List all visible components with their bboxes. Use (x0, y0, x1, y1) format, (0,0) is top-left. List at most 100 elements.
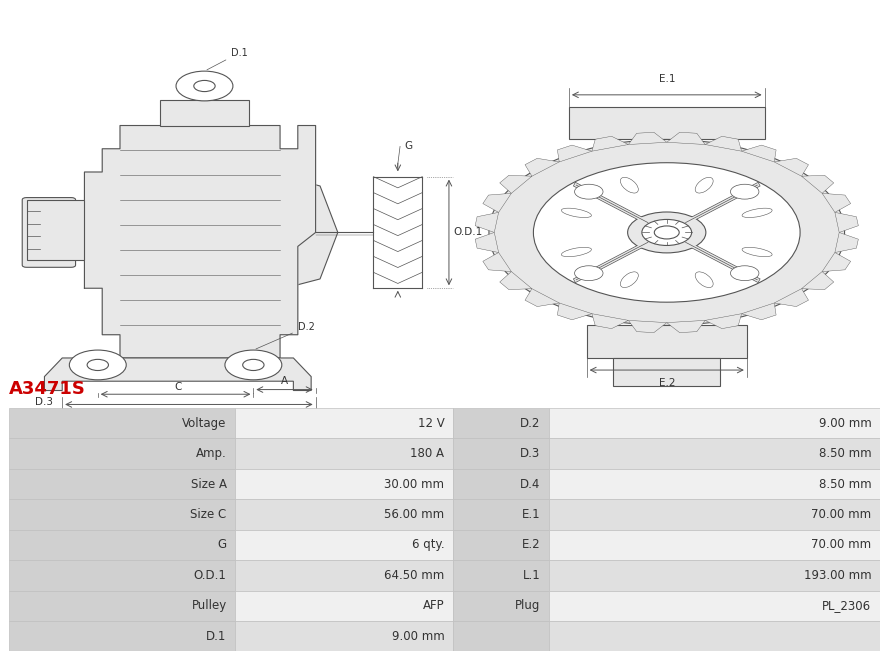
Text: 12 V: 12 V (418, 417, 444, 430)
Text: D.2: D.2 (520, 417, 541, 430)
Text: E.2: E.2 (659, 378, 675, 388)
Bar (9, 591, 236, 621)
Text: G: G (218, 538, 227, 551)
Bar (549, 621, 880, 651)
Bar (236, 530, 453, 560)
Polygon shape (525, 159, 559, 176)
Polygon shape (802, 272, 834, 290)
Text: Plug: Plug (515, 599, 541, 613)
Polygon shape (835, 213, 859, 232)
Bar (236, 499, 453, 530)
Text: 30.00 mm: 30.00 mm (385, 478, 444, 491)
Text: 9.00 mm: 9.00 mm (819, 417, 871, 430)
Circle shape (642, 219, 692, 245)
Polygon shape (705, 136, 741, 151)
Polygon shape (475, 232, 499, 253)
Text: 70.00 mm: 70.00 mm (812, 538, 871, 551)
Circle shape (87, 359, 108, 370)
Bar (9, 468, 236, 499)
Bar (549, 499, 880, 530)
Bar (453, 408, 549, 438)
Polygon shape (822, 253, 851, 272)
Text: E.1: E.1 (522, 508, 541, 521)
Circle shape (69, 350, 126, 380)
Polygon shape (525, 289, 559, 307)
Text: 56.00 mm: 56.00 mm (384, 508, 444, 521)
Circle shape (654, 226, 679, 239)
Polygon shape (774, 289, 808, 307)
Polygon shape (741, 303, 776, 320)
Circle shape (489, 139, 845, 326)
Text: A: A (281, 376, 288, 386)
Text: A3471S: A3471S (9, 380, 85, 398)
Bar (9, 438, 236, 468)
Text: D.3: D.3 (36, 397, 53, 407)
Polygon shape (667, 132, 705, 145)
Text: E.2: E.2 (522, 538, 541, 551)
Polygon shape (802, 175, 834, 193)
Ellipse shape (561, 208, 591, 218)
Text: 8.50 mm: 8.50 mm (819, 478, 871, 491)
Text: G: G (404, 141, 412, 151)
Bar (453, 468, 549, 499)
Polygon shape (705, 314, 741, 328)
Polygon shape (822, 193, 851, 213)
Polygon shape (44, 358, 311, 390)
Text: L.1: L.1 (179, 411, 195, 421)
Circle shape (243, 359, 264, 370)
Text: C: C (174, 382, 181, 392)
Text: AFP: AFP (423, 599, 444, 613)
Text: 8.50 mm: 8.50 mm (819, 447, 871, 460)
Ellipse shape (621, 178, 638, 193)
Bar (549, 408, 880, 438)
Polygon shape (774, 159, 808, 176)
Bar (9, 621, 236, 651)
Bar (9, 408, 236, 438)
Bar (9, 530, 236, 560)
Circle shape (731, 184, 759, 199)
Text: 6 qty.: 6 qty. (412, 538, 444, 551)
Text: D.4: D.4 (520, 478, 541, 491)
Polygon shape (667, 320, 705, 333)
Text: L.1: L.1 (523, 569, 541, 582)
Bar (453, 438, 549, 468)
Bar (453, 530, 549, 560)
Text: 193.00 mm: 193.00 mm (804, 569, 871, 582)
Text: D.1: D.1 (207, 48, 248, 70)
Bar (9, 499, 236, 530)
Text: 9.00 mm: 9.00 mm (392, 630, 444, 643)
Text: D.1: D.1 (206, 630, 227, 643)
Circle shape (533, 163, 800, 302)
Bar (587, 326, 747, 358)
Circle shape (628, 212, 706, 253)
Text: 180 A: 180 A (411, 447, 444, 460)
Polygon shape (835, 232, 859, 253)
Polygon shape (629, 320, 667, 333)
Circle shape (731, 266, 759, 281)
Text: Size C: Size C (190, 508, 227, 521)
Circle shape (574, 266, 603, 281)
Text: D.2: D.2 (256, 322, 315, 349)
Ellipse shape (695, 272, 713, 288)
Polygon shape (500, 272, 532, 290)
Bar (569, 107, 765, 139)
Text: Size A: Size A (191, 478, 227, 491)
Text: O.D.1: O.D.1 (194, 569, 227, 582)
Text: 70.00 mm: 70.00 mm (812, 508, 871, 521)
Text: O.D.1: O.D.1 (453, 228, 483, 238)
Polygon shape (475, 213, 499, 232)
Bar (549, 560, 880, 591)
Bar (9, 560, 236, 591)
Polygon shape (258, 176, 338, 288)
Circle shape (574, 184, 603, 199)
Bar (549, 438, 880, 468)
Circle shape (176, 71, 233, 101)
Bar (549, 468, 880, 499)
Text: E.1: E.1 (659, 74, 675, 84)
Circle shape (194, 80, 215, 91)
Bar (453, 499, 549, 530)
Polygon shape (592, 136, 629, 151)
Bar (236, 621, 453, 651)
Text: PL_2306: PL_2306 (822, 599, 871, 613)
Text: 64.50 mm: 64.50 mm (384, 569, 444, 582)
